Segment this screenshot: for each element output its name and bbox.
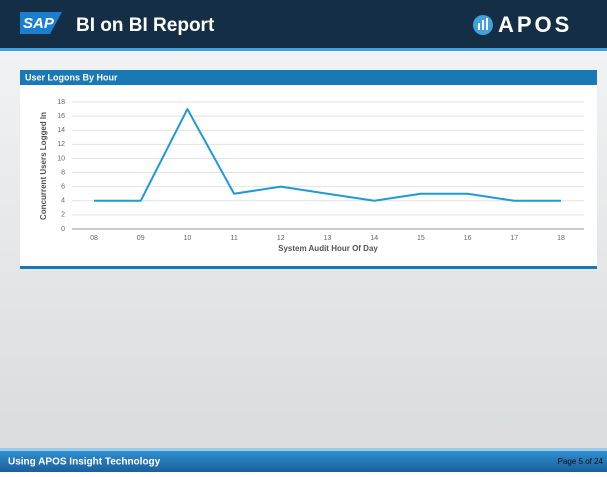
apos-logo-text: APOS bbox=[498, 12, 572, 37]
panel-title-bar bbox=[20, 70, 597, 85]
x-tick-label: 14 bbox=[370, 235, 378, 242]
report-title: BI on BI Report bbox=[76, 15, 215, 36]
x-tick-label: 16 bbox=[464, 235, 472, 242]
y-tick-label: 4 bbox=[61, 198, 65, 205]
apos-icon-bar bbox=[486, 18, 488, 30]
data-line bbox=[94, 108, 561, 202]
chart-title: User Logons By Hour bbox=[25, 72, 118, 82]
y-tick-label: 16 bbox=[57, 113, 65, 120]
footer-right: Page 5 of 24 bbox=[558, 457, 604, 466]
footer-rule bbox=[0, 448, 607, 451]
header-bar bbox=[0, 0, 607, 48]
y-tick-label: 12 bbox=[57, 141, 65, 148]
plot: 0 2 4 6 8 10 12 14 16 18 08 09 10 11 12 13 14 15 16 17 18 bbox=[57, 99, 584, 242]
x-tick-label: 13 bbox=[324, 235, 332, 242]
x-axis-label: System Audit Hour Of Day bbox=[278, 244, 378, 253]
x-tick-label: 11 bbox=[230, 235, 237, 242]
footer-left: Using APOS Insight Technology bbox=[8, 457, 161, 468]
x-tick-label: 08 bbox=[90, 235, 98, 242]
y-axis-label: Concurrent Users Logged In bbox=[39, 112, 48, 220]
y-tick-label: 6 bbox=[61, 184, 65, 191]
x-tick-label: 12 bbox=[277, 235, 285, 242]
y-tick-label: 10 bbox=[57, 155, 65, 162]
chart-panel bbox=[20, 70, 597, 268]
y-tick-label: 18 bbox=[57, 99, 65, 106]
y-tick-label: 14 bbox=[57, 127, 65, 134]
sap-logo bbox=[20, 12, 62, 34]
panel-bottom-rule bbox=[20, 266, 597, 269]
x-tick-label: 15 bbox=[417, 235, 425, 242]
y-tick-label: 0 bbox=[61, 226, 65, 233]
header-rule bbox=[0, 48, 607, 51]
x-tick-label: 10 bbox=[184, 235, 192, 242]
apos-icon-bar bbox=[482, 20, 484, 30]
y-tick-label: 2 bbox=[61, 212, 65, 219]
apos-icon-bar bbox=[478, 23, 480, 30]
x-tick-label: 09 bbox=[137, 235, 145, 242]
footer-bar bbox=[0, 451, 607, 472]
sap-logo-text: SAP bbox=[23, 15, 55, 32]
x-tick-label: 18 bbox=[557, 235, 565, 242]
y-tick-label: 8 bbox=[61, 169, 65, 176]
x-tick-label: 17 bbox=[510, 235, 518, 242]
